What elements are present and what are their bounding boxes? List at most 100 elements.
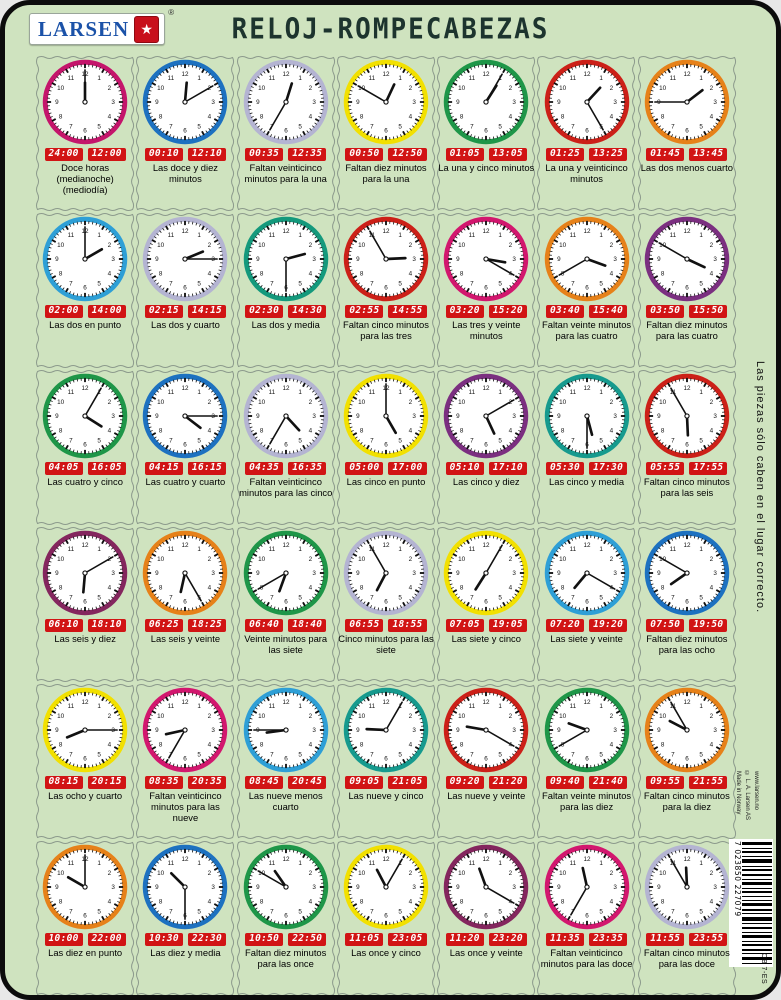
svg-text:8: 8	[661, 270, 665, 277]
minute-hand	[669, 701, 688, 731]
svg-text:5: 5	[198, 281, 202, 288]
svg-text:1: 1	[198, 703, 202, 710]
digital-time-badges: 00:50 12:50	[345, 148, 427, 162]
analog-clock: 123456789101112	[544, 59, 629, 145]
hour-hand	[465, 725, 488, 732]
svg-text:2: 2	[409, 399, 413, 406]
svg-text:11: 11	[569, 75, 576, 82]
svg-text:3: 3	[412, 727, 416, 734]
digital-time-24h: 09:20	[445, 776, 484, 790]
puzzle-piece: 123456789101112 05:55 17:55 Faltan cinco…	[637, 369, 737, 526]
digital-time-12h: 23:55	[689, 933, 728, 947]
svg-text:11: 11	[68, 389, 75, 396]
svg-text:12: 12	[82, 699, 90, 706]
svg-text:3: 3	[112, 99, 116, 106]
svg-text:7: 7	[370, 909, 374, 916]
svg-text:8: 8	[59, 427, 63, 434]
svg-text:7: 7	[170, 438, 174, 445]
puzzle-piece-edge	[436, 840, 536, 997]
clock-center	[483, 99, 489, 105]
puzzle-piece-edge	[637, 212, 737, 369]
time-caption: Veinte minutos para las siete	[244, 633, 328, 656]
svg-text:8: 8	[661, 427, 665, 434]
time-caption: Las diez en punto	[48, 947, 123, 959]
svg-text:9: 9	[55, 413, 59, 420]
clock-center	[182, 884, 189, 890]
digital-time-24h: 00:35	[245, 148, 284, 162]
svg-text:8: 8	[460, 741, 464, 748]
puzzle-piece: 123456789101112 00:35 12:35 Faltan veint…	[236, 55, 336, 212]
svg-text:5: 5	[499, 595, 503, 602]
svg-text:3: 3	[513, 884, 517, 891]
puzzle-piece-edge	[236, 369, 336, 526]
svg-text:7: 7	[571, 281, 575, 288]
puzzle-piece-edge	[236, 526, 336, 683]
clock-center	[583, 570, 590, 576]
puzzle-piece-edge	[637, 526, 737, 683]
svg-text:2: 2	[709, 399, 713, 406]
page-title: RELOJ-ROMPECABEZAS	[231, 13, 550, 47]
puzzle-piece: 123456789101112 24:00 12:00 Doce horas (…	[35, 55, 135, 212]
svg-text:5: 5	[97, 124, 101, 131]
hour-hand	[284, 414, 301, 432]
svg-text:7: 7	[671, 752, 675, 759]
digital-time-badges: 08:45 20:45	[245, 776, 327, 790]
svg-text:9: 9	[155, 884, 159, 891]
svg-text:4: 4	[409, 898, 413, 905]
digital-time-badges: 09:40 21:40	[545, 776, 628, 790]
svg-text:6: 6	[685, 441, 689, 448]
digital-time-12h: 18:25	[187, 619, 227, 633]
digital-time-24h: 11:55	[646, 933, 685, 947]
svg-text:6: 6	[685, 598, 689, 605]
svg-text:1: 1	[499, 389, 503, 396]
time-caption: Las cinco y media	[549, 476, 625, 488]
digital-time-12h: 23:05	[388, 933, 427, 947]
svg-text:11: 11	[369, 703, 376, 710]
digital-time-badges: 05:55 17:55	[646, 462, 728, 476]
digital-time-24h: 11:35	[545, 933, 585, 947]
minute-hand	[557, 258, 588, 276]
svg-text:8: 8	[560, 427, 564, 434]
svg-text:4: 4	[208, 270, 212, 277]
time-caption: La una y veinticinco minutos	[545, 162, 628, 185]
time-caption: Faltan veinticinco minutos para las cinc…	[239, 476, 333, 499]
digital-time-badges: 05:00 17:00	[345, 462, 427, 476]
svg-text:10: 10	[458, 399, 466, 406]
svg-text:12: 12	[382, 856, 390, 863]
digital-time-badges: 00:35 12:35	[245, 148, 327, 162]
hour-hand	[585, 86, 601, 104]
svg-text:9: 9	[155, 99, 159, 106]
svg-text:10: 10	[258, 556, 266, 563]
svg-text:12: 12	[282, 699, 290, 706]
svg-text:3: 3	[212, 99, 216, 106]
minute-hand	[257, 870, 287, 888]
svg-text:2: 2	[609, 870, 613, 877]
svg-text:8: 8	[560, 113, 564, 120]
digital-time-badges: 01:45 13:45	[646, 148, 728, 162]
svg-text:6: 6	[485, 755, 489, 762]
svg-text:4: 4	[609, 898, 613, 905]
svg-text:9: 9	[256, 99, 260, 106]
svg-text:9: 9	[55, 99, 59, 106]
time-caption: Faltan veinte minutos para las cuatro	[542, 319, 632, 342]
svg-text:7: 7	[671, 281, 675, 288]
puzzle-piece-edge	[336, 55, 436, 212]
svg-text:1: 1	[198, 860, 202, 867]
puzzle-piece: 123456789101112 02:55 14:55 Faltan cinco…	[336, 212, 436, 369]
clock-center	[82, 570, 88, 576]
svg-text:12: 12	[382, 542, 390, 549]
puzzle-piece: 123456789101112 01:25 13:25 La una y vei…	[536, 55, 636, 212]
svg-text:8: 8	[360, 427, 364, 434]
hour-hand	[567, 722, 588, 732]
digital-time-badges: 10:50 22:50	[245, 933, 327, 947]
minute-hand	[84, 556, 114, 574]
digital-time-12h: 16:15	[187, 462, 227, 476]
svg-text:3: 3	[312, 884, 316, 891]
time-caption: Faltan diez minutos para la una	[345, 162, 427, 185]
svg-text:5: 5	[198, 909, 202, 916]
svg-text:12: 12	[483, 699, 491, 706]
analog-clock: 123456789101112	[444, 59, 529, 145]
clock-center	[684, 256, 690, 262]
svg-text:8: 8	[661, 741, 665, 748]
svg-text:7: 7	[571, 438, 575, 445]
